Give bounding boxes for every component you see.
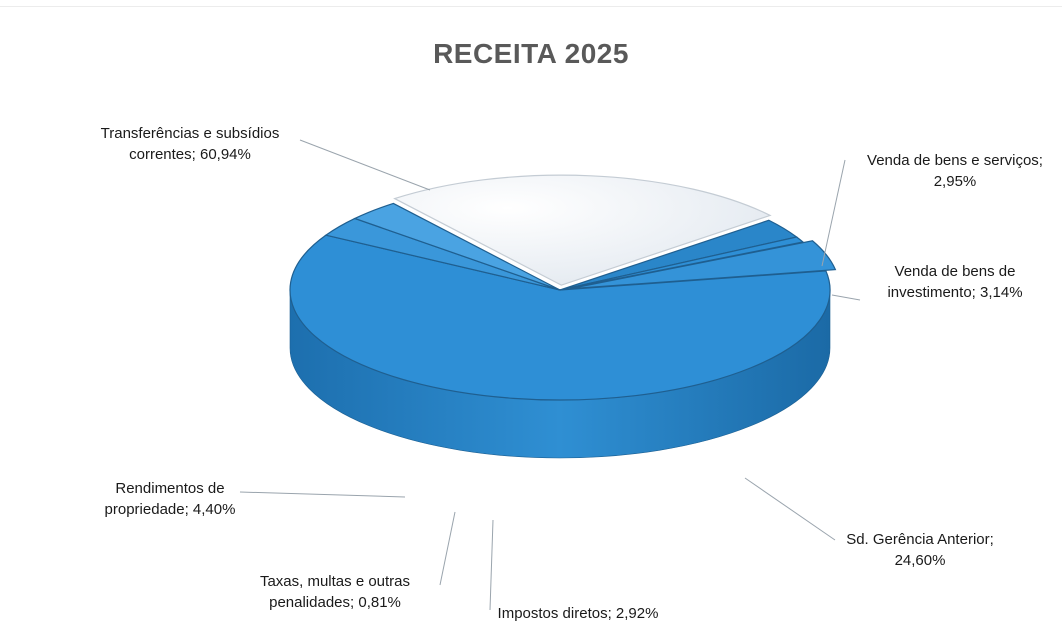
- slice-label-1-line-0: Venda de bens e serviços;: [867, 152, 1043, 169]
- slice-label-0-line-1: correntes; 60,94%: [129, 146, 251, 163]
- leader-line-6: [239, 491, 406, 498]
- pie-slice-5: [559, 236, 805, 291]
- top-border-line: [0, 6, 1062, 7]
- leader-line-3: [744, 477, 836, 541]
- slice-label-6-line-1: propriedade; 4,40%: [105, 501, 236, 518]
- slice-label-5-line-0: Taxas, multas e outras: [260, 573, 410, 590]
- slice-label-3-line-1: 24,60%: [895, 552, 946, 569]
- pie-slice-2: [353, 202, 561, 291]
- slice-label-3-line-0: Sd. Gerência Anterior;: [846, 531, 994, 548]
- slice-label-4-line-0: Impostos diretos; 2,92%: [498, 605, 659, 622]
- pie-slice-3: [393, 174, 772, 286]
- leader-line-5: [439, 511, 456, 586]
- chart-title: RECEITA 2025: [433, 38, 629, 69]
- slice-label-1-line-1: 2,95%: [934, 173, 977, 190]
- slice-label-6-line-0: Rendimentos de: [115, 480, 224, 497]
- slice-label-6: Rendimentos de propriedade; 4,40%: [105, 480, 236, 518]
- slice-label-1: Venda de bens e serviços; 2,95%: [867, 152, 1043, 190]
- slice-label-2: Venda de bens de investimento; 3,14%: [887, 263, 1022, 301]
- slice-label-2-line-1: investimento; 3,14%: [887, 284, 1022, 301]
- slice-label-0: Transferências e subsídios correntes; 60,…: [101, 125, 280, 163]
- leader-line-1: [821, 159, 846, 267]
- slice-label-5: Taxas, multas e outras penalidades; 0,81%: [260, 573, 410, 611]
- pie-slice-0: [289, 234, 831, 401]
- pie-slice-6: [569, 240, 837, 290]
- slice-label-4: Impostos diretos; 2,92%: [498, 605, 659, 622]
- leader-line-0: [299, 139, 431, 191]
- leader-line-4: [489, 519, 494, 611]
- slice-label-3: Sd. Gerência Anterior; 24,60%: [846, 531, 994, 569]
- slice-label-0-line-0: Transferências e subsídios: [101, 125, 280, 142]
- slice-label-5-line-1: penalidades; 0,81%: [269, 594, 401, 611]
- leader-line-2: [831, 294, 861, 301]
- slice-label-2-line-0: Venda de bens de: [895, 263, 1016, 280]
